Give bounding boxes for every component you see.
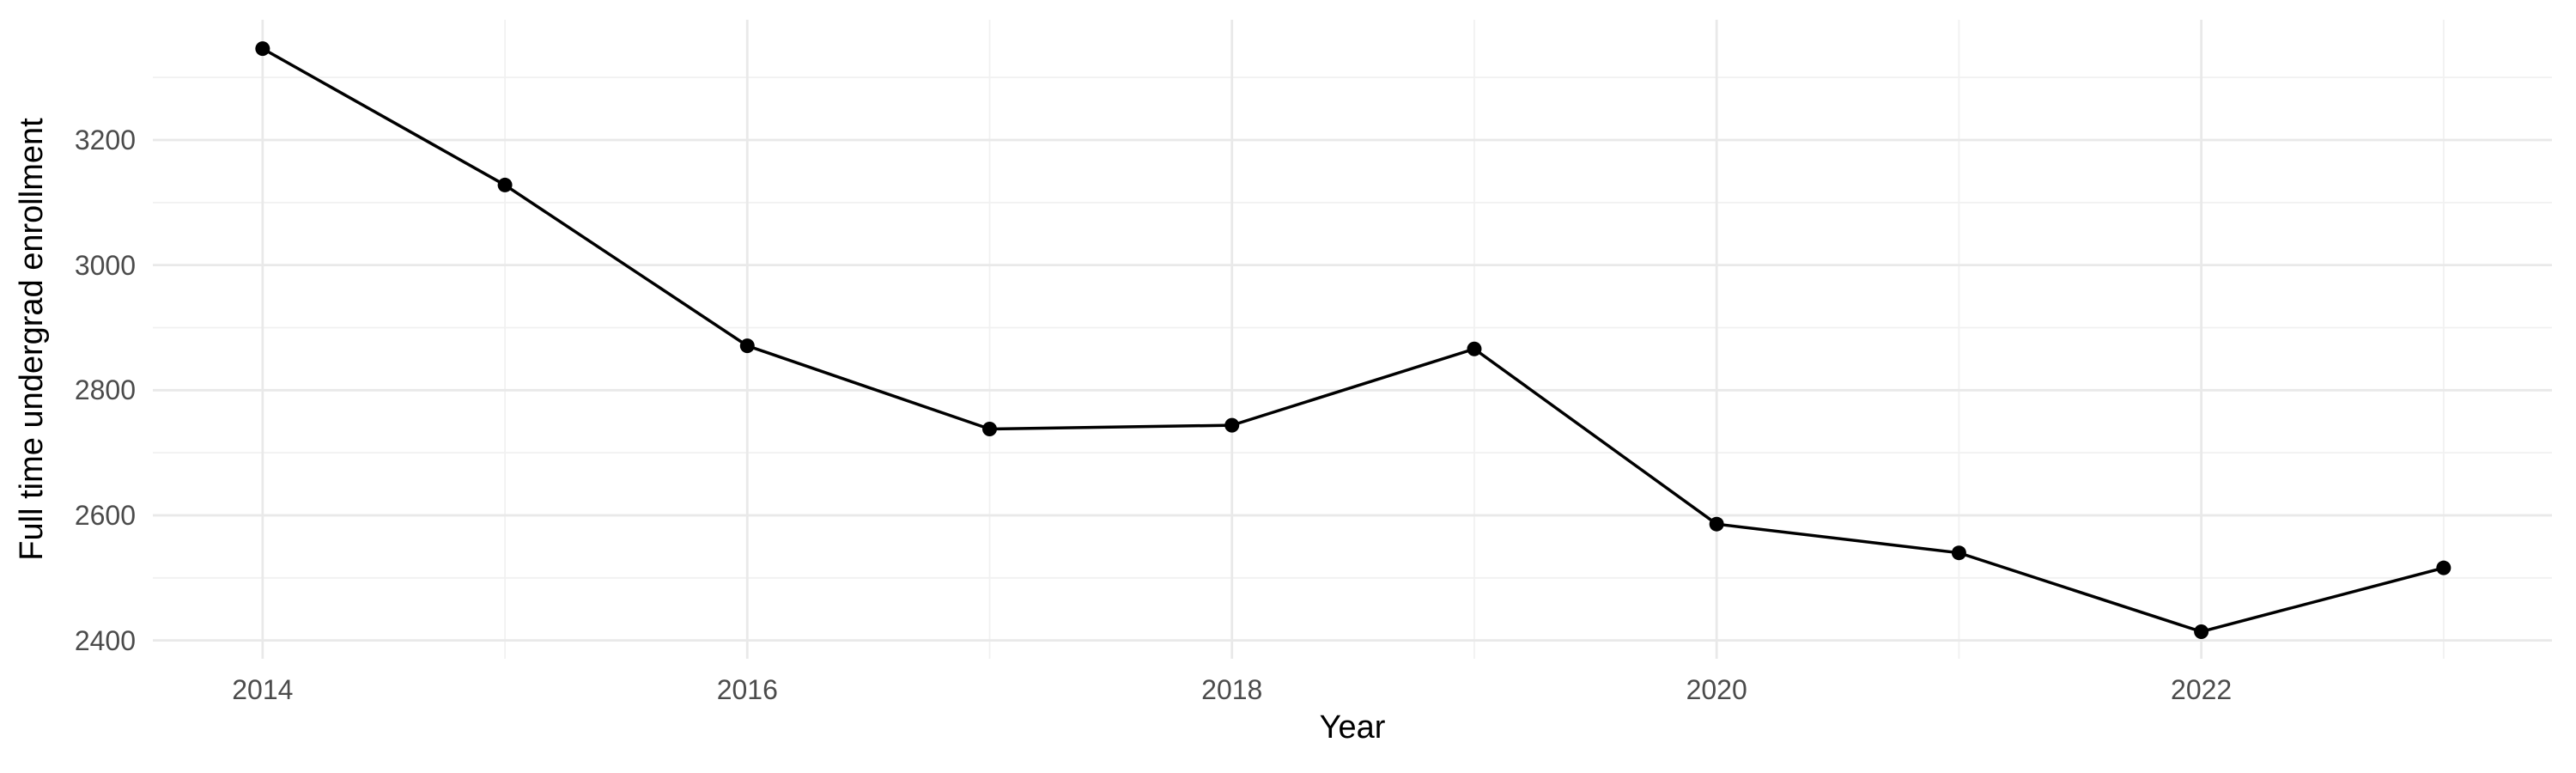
major-gridlines [153,20,2552,659]
data-point-2023 [2436,560,2451,575]
data-point-2017 [982,421,998,436]
data-point-2019 [1467,341,1482,356]
x-tick-label: 2016 [716,674,778,705]
y-tick-label: 2600 [74,499,136,531]
enrollment-trend-line [261,46,2445,634]
y-tick-label: 3200 [74,124,136,155]
data-point-2014 [255,41,270,57]
data-point-2018 [1224,417,1240,433]
data-series [255,41,2451,639]
y-tick-label: 2400 [74,624,136,656]
x-tick-label: 2020 [1686,674,1747,705]
data-point-2022 [2194,624,2209,639]
data-point-2021 [1951,545,1966,561]
data-point-2015 [497,177,513,192]
x-tick-label: 2022 [2171,674,2233,705]
data-point-2020 [1709,516,1724,532]
x-axis-title: Year [1319,709,1386,746]
y-axis-title: Full time undergrad enrollment [14,118,50,561]
x-tick-label: 2014 [232,674,294,705]
x-tick-label: 2018 [1201,674,1263,705]
minor-gridlines [153,20,2552,659]
y-tick-label: 2800 [74,374,136,406]
data-point-2016 [739,338,755,354]
y-tick-label: 3000 [74,249,136,281]
